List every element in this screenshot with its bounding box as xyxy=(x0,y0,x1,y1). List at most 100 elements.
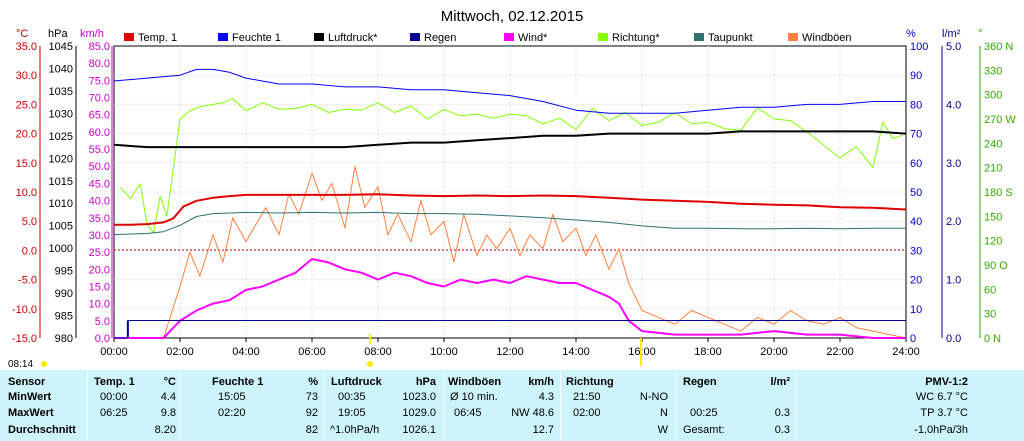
direction-tick-label: 90 O xyxy=(984,260,1008,272)
pressure-tick-label: 1015 xyxy=(49,176,73,188)
pressure-tick-label: 990 xyxy=(55,288,73,300)
humidity-min-time: 15:05 xyxy=(218,391,246,403)
temp-tick-label: 25.0 xyxy=(16,99,37,111)
row-label: MaxWert xyxy=(8,407,54,419)
series-lines xyxy=(113,68,907,339)
humidity-unit-label: % xyxy=(906,28,916,40)
direction-tick-label: 30 xyxy=(984,309,996,321)
x-tick-label: 08:00 xyxy=(364,346,392,358)
legend-swatch xyxy=(218,33,228,41)
wind-tick-label: 25.0 xyxy=(89,247,110,259)
pressure-tick-label: 1040 xyxy=(49,63,73,75)
pressure-tick-label: 1010 xyxy=(49,198,73,210)
rain-header: Regen xyxy=(683,376,717,388)
temp-tick-label: -10.0 xyxy=(12,304,37,316)
sunrise-time: 08:14 xyxy=(8,359,33,369)
pressure-tick-label: 1035 xyxy=(49,86,73,98)
legend-swatch xyxy=(694,33,704,41)
rain-tick-label: 5.0 xyxy=(946,41,961,53)
legend-swatch xyxy=(314,33,324,41)
legend-label: Regen xyxy=(424,32,456,44)
rain-total-value: 0.3 xyxy=(774,424,790,436)
pressure-min-value: 1023.0 xyxy=(402,391,436,403)
separator xyxy=(560,371,561,439)
legend-swatch xyxy=(504,33,514,41)
gust-max-value: NW 48.6 xyxy=(511,407,554,419)
noon-marker xyxy=(367,334,373,367)
pmv-header: PMV-1:2 xyxy=(925,376,968,388)
temp-min-time: 00:00 xyxy=(100,391,128,403)
x-tick-label: 18:00 xyxy=(694,346,722,358)
wind-tick-label: 55.0 xyxy=(89,144,110,156)
wind-tick-label: 15.0 xyxy=(89,281,110,293)
legend-label: Luftdruck* xyxy=(328,32,378,44)
direction-tick-label: 0 N xyxy=(984,333,1001,345)
row-label: MinWert xyxy=(8,391,52,403)
wind-tick-label: 35.0 xyxy=(89,213,110,225)
temp-header: Temp. 1 xyxy=(94,376,135,388)
pressure-tick-label: 995 xyxy=(55,266,73,278)
series-windb-en-line xyxy=(114,165,907,339)
wind-tick-label: 0.0 xyxy=(95,333,110,345)
pressure-tick-label: 1020 xyxy=(49,153,73,165)
gust-unit-header: km/h xyxy=(528,376,554,388)
wind-tick-label: 10.0 xyxy=(89,299,110,311)
wind-tick-label: 70.0 xyxy=(89,93,110,105)
legend-label: Temp. 1 xyxy=(138,32,177,44)
rain-tick-label: 2.0 xyxy=(946,216,961,228)
temp-tick-label: -5.0 xyxy=(18,275,37,287)
humidity-tick-label: 0 xyxy=(910,333,916,345)
humidity-tick-label: 60 xyxy=(910,158,922,170)
direction-tick-label: 270 W xyxy=(984,114,1016,126)
x-tick-label: 20:00 xyxy=(760,346,788,358)
temp-min-value: 4.4 xyxy=(160,391,176,403)
direction-tick-label: 210 xyxy=(984,163,1002,175)
x-tick-label: 10:00 xyxy=(430,346,458,358)
temp-tick-label: 5.0 xyxy=(22,216,37,228)
wind-tick-label: 80.0 xyxy=(89,58,110,70)
statistics-table: Sensor Temp. 1 °C Feuchte 1 % Luftdruck … xyxy=(0,369,1024,441)
separator xyxy=(443,371,444,439)
x-axis: 00:00 02:00 04:00 06:00 08:00 10:00 12:00 14:00… xyxy=(100,338,920,358)
direction-tick-label: 180 S xyxy=(984,187,1013,199)
humidity-header: Feuchte 1 xyxy=(212,376,264,388)
chart-legend: Temp. 1 Feuchte 1 Luftdruck* Regen Wind* Rich… xyxy=(124,32,852,44)
pressure-tick-label: 1005 xyxy=(49,221,73,233)
chart-title: Mittwoch, 02.12.2015 xyxy=(441,8,584,25)
wind-tick-label: 65.0 xyxy=(89,110,110,122)
legend-swatch xyxy=(598,33,608,41)
temp-max-value: 9.8 xyxy=(160,407,176,419)
wind-tick-label: 60.0 xyxy=(89,127,110,139)
temp-tick-label: 10.0 xyxy=(16,187,37,199)
y-axes: 35.0 30.0 25.0 20.0 15.0 10.0 5.0 0.0 -5.0 -10.0 -… xyxy=(12,41,1016,345)
separator xyxy=(87,371,88,439)
humidity-tick-label: 80 xyxy=(910,99,922,111)
wind-tick-label: 45.0 xyxy=(89,178,110,190)
chart-grid xyxy=(114,46,906,338)
temp-tick-label: 20.0 xyxy=(16,129,37,141)
humidity-avg-value: 82 xyxy=(305,424,318,436)
rain-tick-label: 1.0 xyxy=(946,275,961,287)
legend-label: Windböen xyxy=(802,32,852,44)
humidity-unit-header: % xyxy=(308,376,318,388)
rain-tick-label: 4.0 xyxy=(946,99,961,111)
direction-tick-label: 330 xyxy=(984,65,1002,77)
rain-total-label: Gesamt: xyxy=(683,424,725,436)
temp-avg-value: 8.20 xyxy=(154,424,176,436)
x-tick-label: 12:00 xyxy=(496,346,524,358)
wind-tick-label: 75.0 xyxy=(89,75,110,87)
pressure-max-value: 1029.0 xyxy=(402,407,436,419)
series-temp-1-line xyxy=(114,193,907,226)
direction-tick-label: 60 xyxy=(984,284,996,296)
sunrise-marker: 08:14 xyxy=(8,359,47,369)
stats-top-border xyxy=(0,369,1024,370)
wind-tick-label: 20.0 xyxy=(89,264,110,276)
series-richtung-line xyxy=(120,98,903,234)
humidity-tick-label: 70 xyxy=(910,129,922,141)
rain-max-value: 0.3 xyxy=(774,407,790,419)
humidity-tick-label: 30 xyxy=(910,245,922,257)
series-luftdruck-line xyxy=(113,130,907,149)
humidity-max-time: 02:20 xyxy=(218,407,246,419)
humidity-tick-label: 40 xyxy=(910,216,922,228)
temp-unit-header: °C xyxy=(163,376,176,388)
